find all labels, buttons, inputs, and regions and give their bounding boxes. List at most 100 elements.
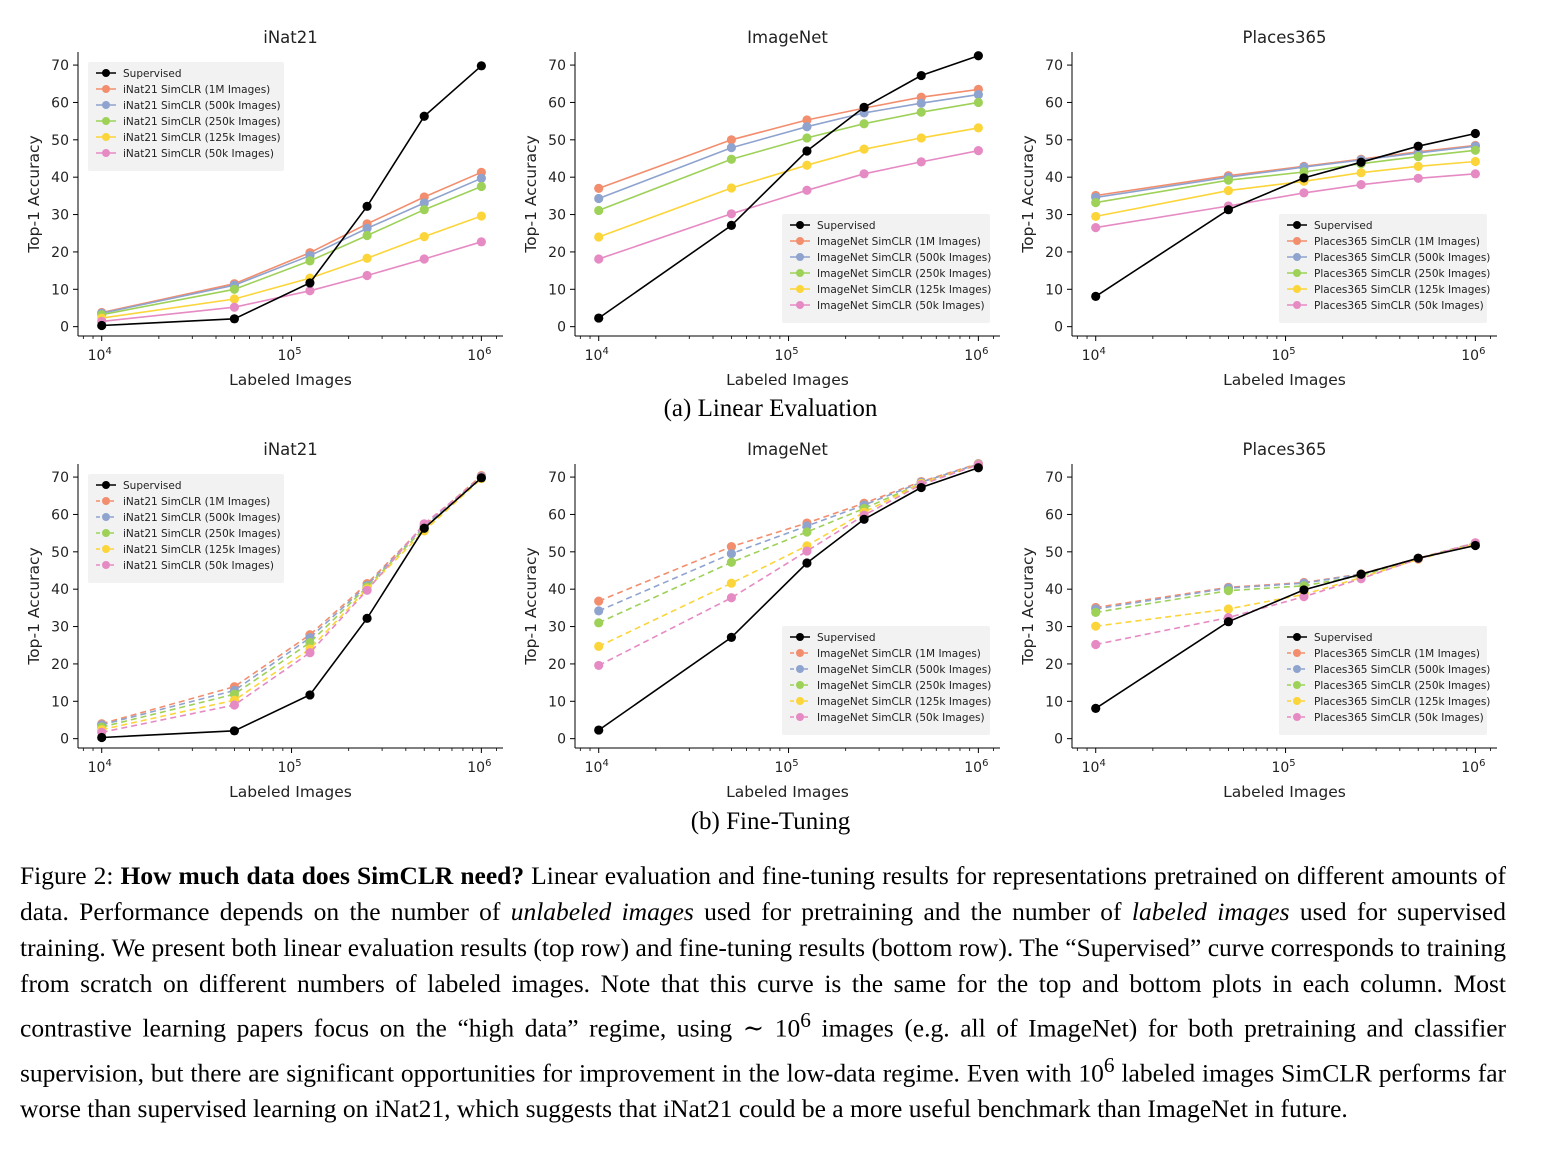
series-line-2 (1095, 145, 1476, 199)
data-point (305, 256, 315, 266)
legend-entry: ImageNet SimCLR (500k Images) (817, 252, 991, 264)
x-tick-label: 105 (277, 346, 301, 364)
legend-entry: Places365 SimCLR (125k Images) (1314, 696, 1490, 708)
series-line-1 (598, 462, 979, 602)
legend-entry: Places365 SimCLR (1M Images) (1314, 648, 1480, 660)
data-point (1091, 639, 1101, 650)
data-point (1413, 141, 1423, 151)
data-point (973, 463, 983, 473)
data-point (1223, 205, 1233, 215)
data-point (476, 473, 486, 483)
data-point (362, 270, 372, 281)
data-point (859, 144, 869, 154)
legend-swatch-marker (796, 269, 804, 277)
data-point (1223, 186, 1233, 196)
data-point (1299, 585, 1309, 595)
data-point (1356, 168, 1366, 178)
series-line-0 (101, 477, 482, 739)
chart-title: Places365 (1243, 28, 1327, 47)
data-point (859, 102, 869, 112)
legend-swatch-marker (796, 221, 804, 229)
x-tick-label: 105 (774, 758, 798, 776)
x-tick-label: 104 (585, 346, 609, 364)
data-point (859, 514, 869, 524)
data-point (305, 690, 315, 700)
data-point (594, 725, 604, 735)
series-line-2 (598, 93, 979, 200)
x-tick-label: 105 (1271, 758, 1295, 776)
legend-entry: iNat21 SimCLR (1M Images) (123, 496, 270, 508)
legend-entry: Places365 SimCLR (500k Images) (1314, 664, 1490, 676)
data-point (419, 198, 429, 208)
y-tick-label: 30 (1045, 620, 1063, 636)
legend-entry: iNat21 SimCLR (500k Images) (123, 512, 281, 524)
data-point (305, 648, 315, 658)
data-point (97, 732, 107, 743)
caption-sup-2: 6 (1103, 1052, 1115, 1077)
data-point (973, 146, 983, 156)
legend-entry: ImageNet SimCLR (1M Images) (817, 648, 981, 660)
y-tick-label: 40 (548, 582, 566, 598)
series-line-0 (598, 466, 979, 731)
legend-swatch-marker (102, 85, 110, 93)
legend-swatch-marker (1293, 253, 1301, 261)
data-point (1223, 617, 1233, 627)
y-tick-label: 10 (1045, 694, 1063, 710)
y-tick-label: 20 (51, 245, 69, 261)
series-line-2 (101, 476, 482, 726)
legend-swatch-marker (1293, 237, 1301, 245)
data-point (726, 593, 737, 603)
series-line-5 (1095, 173, 1476, 229)
legend-swatch-marker (796, 301, 804, 309)
legend-box (1279, 626, 1487, 735)
legend-entry: ImageNet SimCLR (1M Images) (817, 236, 981, 248)
series-line-0 (1095, 544, 1476, 710)
y-tick-label: 20 (548, 657, 566, 673)
data-point (1091, 291, 1101, 301)
series-line-0 (1095, 132, 1476, 298)
data-point (419, 232, 429, 242)
y-tick-label: 60 (1045, 95, 1063, 111)
data-point (594, 660, 604, 671)
legend-swatch-marker (1293, 681, 1301, 689)
y-tick-label: 60 (548, 507, 566, 523)
legend-box (1279, 214, 1487, 323)
data-point (594, 313, 604, 323)
series-line-5 (598, 463, 979, 667)
data-point (1299, 188, 1309, 198)
data-point (594, 596, 604, 606)
data-point (859, 119, 869, 129)
data-point (916, 482, 926, 493)
data-point (1299, 592, 1309, 602)
legend-swatch-marker (1293, 665, 1301, 673)
y-tick-label: 50 (1045, 545, 1063, 561)
y-tick-label: 50 (1045, 133, 1063, 149)
series-line-4 (101, 478, 482, 731)
data-point (802, 546, 812, 556)
data-point (726, 154, 737, 164)
legend-entry: Supervised (817, 220, 876, 232)
legend-swatch-marker (102, 545, 110, 553)
data-point (802, 133, 812, 143)
chart-title: ImageNet (747, 28, 828, 47)
data-point (362, 230, 372, 241)
legend-swatch-marker (1293, 301, 1301, 309)
data-point (1223, 586, 1233, 596)
y-axis-label: Top-1 Accuracy (25, 547, 43, 665)
legend-swatch-marker (796, 253, 804, 261)
y-tick-label: 60 (51, 507, 69, 523)
x-tick-label: 105 (774, 346, 798, 364)
data-point (973, 51, 983, 61)
data-point (1356, 157, 1366, 167)
data-point (1223, 175, 1233, 185)
data-point (916, 133, 926, 143)
legend-entry: Supervised (1314, 632, 1373, 644)
series-line-4 (598, 127, 979, 238)
data-point (229, 314, 240, 324)
data-point (476, 173, 486, 183)
chart-panel-2: ImageNet 0 10 20 30 40 50 60 70 104 105 106 Labeled … (522, 28, 1000, 389)
chart-title: iNat21 (263, 28, 318, 47)
data-point (802, 146, 812, 156)
legend-entry: Supervised (123, 480, 182, 492)
data-point (726, 557, 737, 567)
